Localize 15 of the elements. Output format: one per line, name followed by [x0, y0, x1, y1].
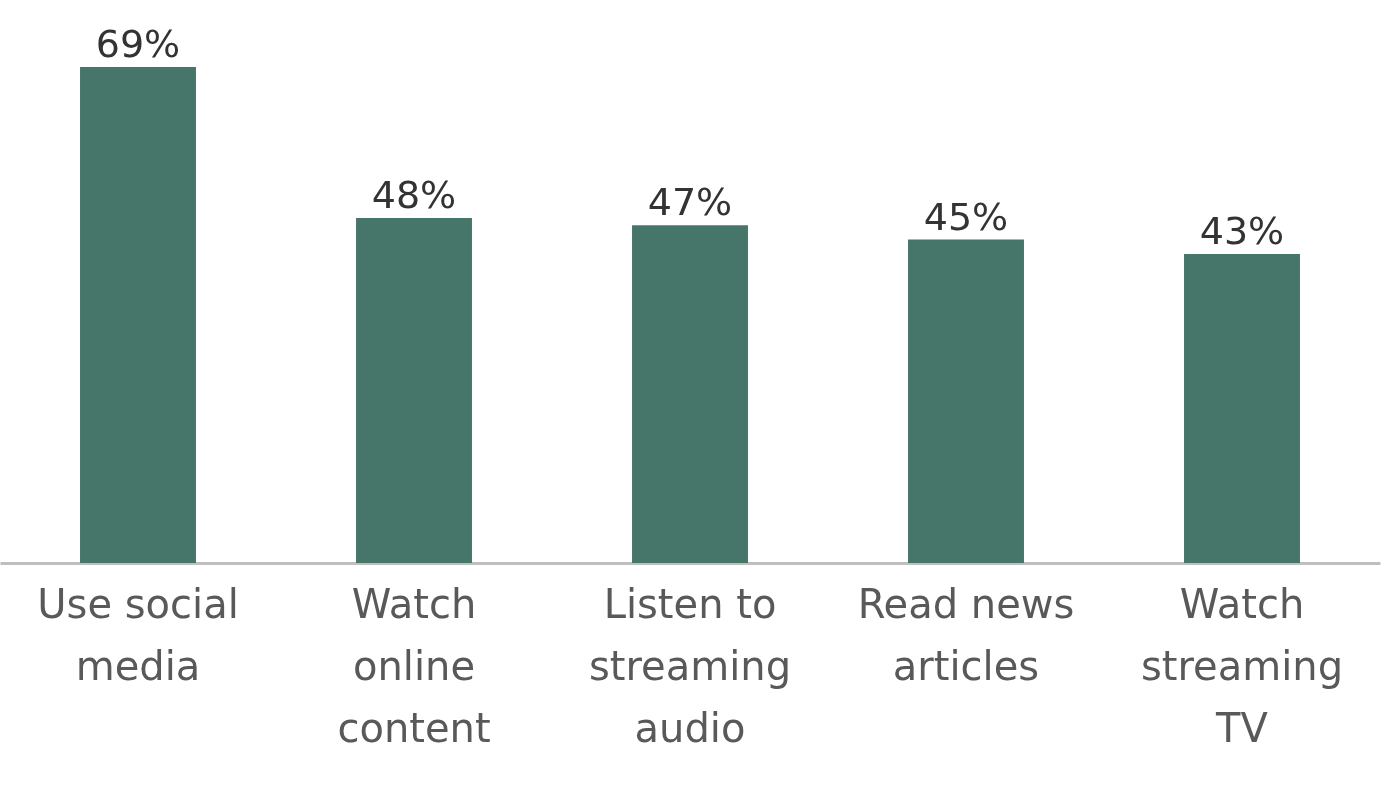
data-label: 48%: [371, 172, 457, 217]
data-label: 45%: [923, 194, 1009, 239]
data-label: 43%: [1199, 208, 1285, 253]
bar: [632, 225, 748, 563]
x-tick-label: Read news articles: [857, 580, 1075, 689]
data-label: 69%: [95, 22, 181, 66]
x-tick-label: Listen to streaming audio: [588, 580, 792, 751]
bar: [908, 239, 1024, 563]
bar: [80, 67, 196, 563]
data-label: 47%: [647, 180, 733, 225]
bar: [1184, 253, 1300, 563]
x-tick-label: Watch online content: [337, 580, 491, 751]
x-tick-label: Watch streaming TV: [1140, 580, 1344, 751]
bar: [356, 217, 472, 563]
x-tick-label: Use social media: [37, 580, 239, 689]
